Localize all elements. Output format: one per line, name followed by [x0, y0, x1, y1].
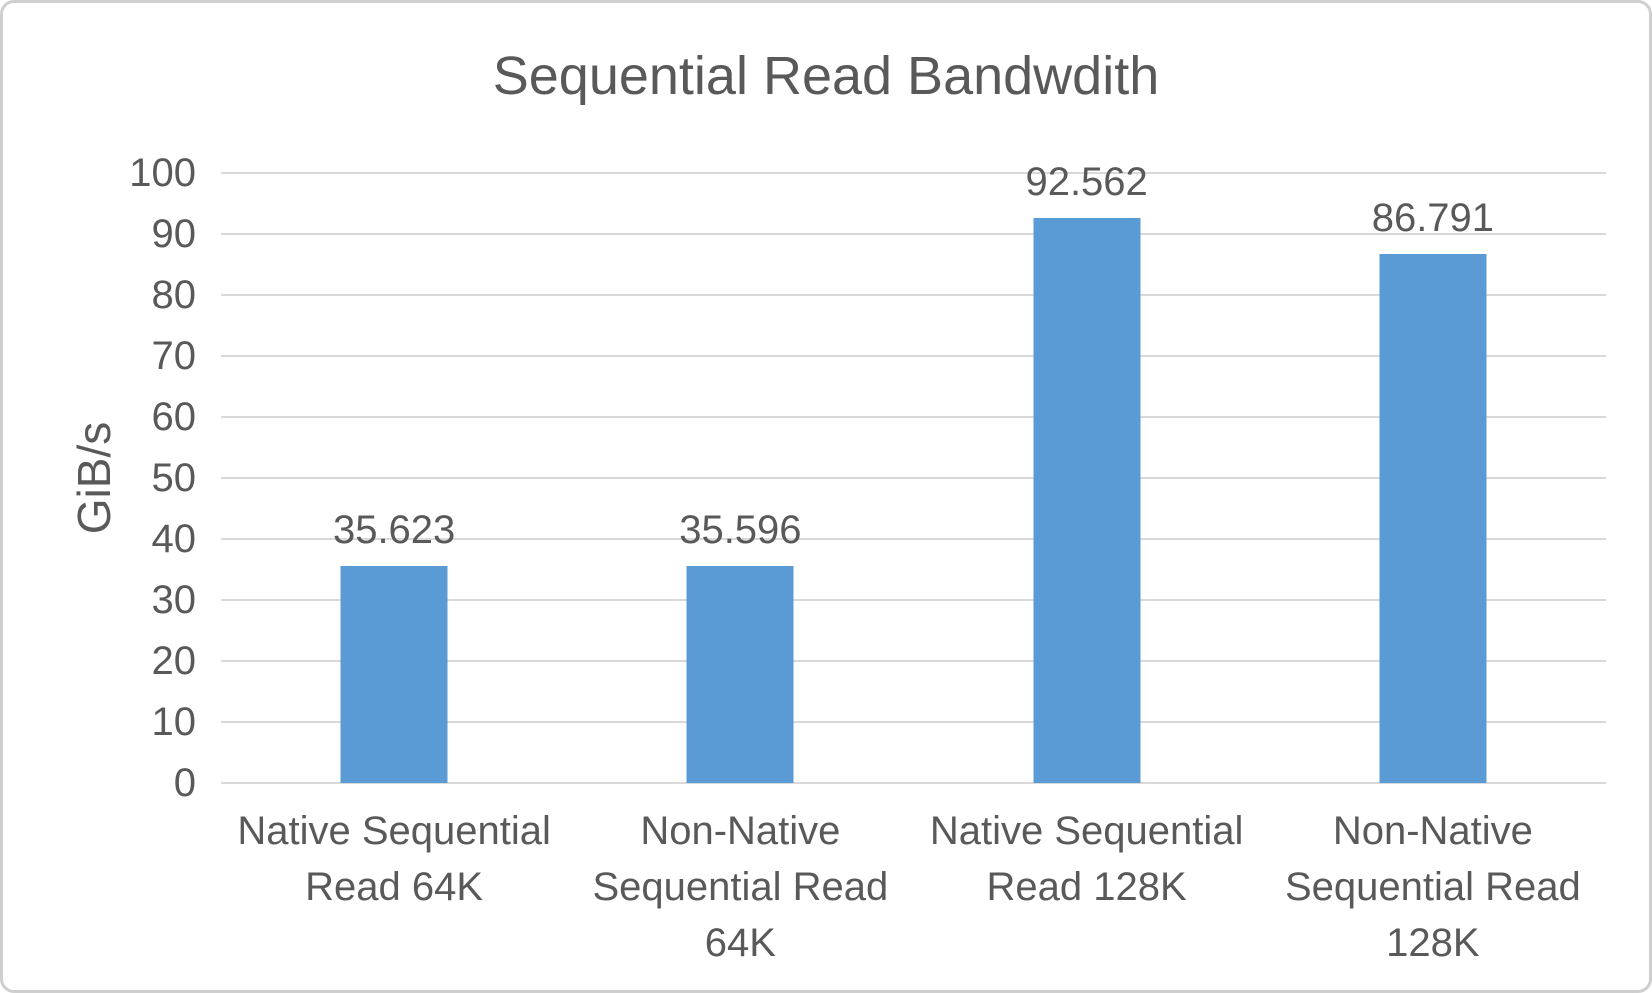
gridline: [221, 477, 1606, 479]
x-category-label: Non-Native Sequential Read 64K: [567, 803, 913, 971]
gridline: [221, 538, 1606, 540]
chart-title: Sequential Read Bandwdith: [492, 46, 1160, 106]
y-axis-ticks: 0 10 20 30 40 50 60 70 80 90 100: [3, 153, 197, 803]
y-tick-label: 70: [151, 334, 197, 378]
bar-slot: 86.791: [1260, 173, 1606, 783]
plot-area: 35.623 35.596 92.562 86.791: [221, 162, 1606, 784]
y-tick-label: 100: [129, 151, 196, 195]
y-tick-label: 40: [151, 517, 197, 561]
bar: [1033, 218, 1141, 783]
x-category-label: Non-Native Sequential Read 128K: [1260, 803, 1606, 971]
y-tick-label: 60: [151, 395, 197, 439]
bar: [340, 565, 448, 783]
gridline: [221, 233, 1606, 235]
bar-value-label: 92.562: [1025, 160, 1148, 205]
bar-slot: 35.596: [567, 173, 913, 783]
y-tick-label: 50: [151, 456, 197, 500]
gridline: [221, 294, 1606, 296]
gridline: [221, 721, 1606, 723]
y-tick-label: 30: [151, 578, 197, 622]
bar-value-label: 86.791: [1371, 195, 1495, 240]
gridline: [221, 782, 1606, 784]
x-category-label: Native Sequential Read 128K: [914, 803, 1260, 915]
x-category-label-text: Native Sequential Read 128K: [929, 809, 1244, 909]
x-category-label: Native Sequential Read 64K: [221, 803, 567, 915]
gridline: [221, 355, 1606, 357]
bar: [686, 565, 794, 783]
bar-slot: 35.623: [221, 173, 567, 783]
x-category-label-text: Non-Native Sequential Read 128K: [1284, 809, 1581, 965]
y-tick-label: 80: [151, 273, 197, 317]
y-tick-label: 90: [151, 212, 197, 256]
gridline: [221, 599, 1606, 601]
y-tick-label: 20: [151, 639, 197, 683]
y-tick-label: 0: [173, 761, 196, 805]
x-category-label-text: Non-Native Sequential Read 64K: [592, 809, 889, 965]
gridline: [221, 172, 1606, 174]
y-tick-label: 10: [151, 700, 197, 744]
x-category-label-text: Native Sequential Read 64K: [237, 809, 551, 909]
bar-value-label: 35.596: [679, 507, 802, 552]
bar-slot: 92.562: [914, 162, 1260, 783]
gridline: [221, 660, 1606, 662]
bar: [1379, 253, 1487, 783]
bar-value-label: 35.623: [332, 507, 456, 552]
gridline: [221, 416, 1606, 418]
